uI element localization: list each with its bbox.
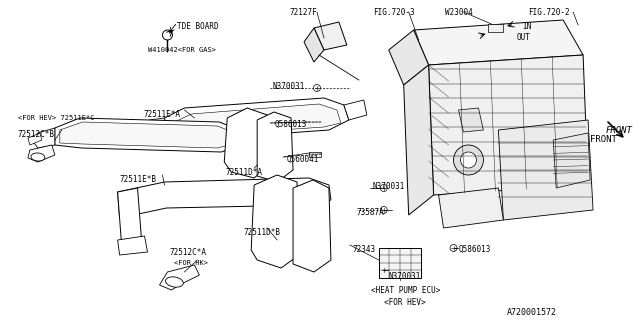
Text: 72511E*A: 72511E*A	[143, 110, 180, 119]
Polygon shape	[32, 128, 55, 148]
Circle shape	[380, 185, 387, 191]
Bar	[488, 24, 504, 32]
Text: Q586013: Q586013	[275, 120, 307, 129]
Circle shape	[461, 152, 476, 168]
Polygon shape	[159, 265, 199, 290]
Polygon shape	[148, 118, 168, 145]
Polygon shape	[175, 104, 341, 136]
Text: 72127F: 72127F	[289, 8, 317, 17]
Polygon shape	[304, 28, 324, 62]
Polygon shape	[429, 55, 588, 195]
Polygon shape	[404, 65, 433, 215]
Polygon shape	[28, 145, 55, 162]
Bar	[309, 120, 321, 125]
Polygon shape	[344, 100, 367, 120]
Polygon shape	[413, 20, 583, 65]
Circle shape	[380, 267, 387, 274]
Text: FRONT: FRONT	[606, 125, 633, 134]
Ellipse shape	[166, 277, 183, 287]
Bar	[309, 152, 321, 157]
Text: Q586013: Q586013	[458, 245, 491, 254]
Text: TDE BOARD: TDE BOARD	[177, 22, 219, 31]
Polygon shape	[118, 236, 148, 255]
Text: 72343: 72343	[353, 245, 376, 254]
Polygon shape	[224, 108, 269, 178]
Polygon shape	[293, 180, 331, 272]
Ellipse shape	[31, 153, 45, 161]
Text: OUT: OUT	[516, 33, 530, 42]
Text: 72511E*B: 72511E*B	[120, 175, 157, 184]
Text: N370031: N370031	[388, 272, 421, 281]
Polygon shape	[257, 112, 293, 182]
Text: 73587A: 73587A	[357, 208, 385, 217]
Circle shape	[454, 145, 483, 175]
Text: <FOR HEV> 72511E*C: <FOR HEV> 72511E*C	[18, 115, 95, 121]
Text: <FOR HK>: <FOR HK>	[175, 260, 209, 266]
Circle shape	[163, 30, 172, 40]
Polygon shape	[28, 133, 42, 145]
Text: FIG.720-3: FIG.720-3	[372, 8, 415, 17]
Polygon shape	[458, 108, 483, 132]
Circle shape	[450, 244, 457, 252]
Polygon shape	[60, 122, 237, 148]
Text: N370031: N370031	[272, 82, 305, 91]
Text: A720001572: A720001572	[506, 308, 556, 317]
Text: 72512C*B: 72512C*B	[18, 130, 55, 139]
Polygon shape	[553, 133, 590, 188]
Text: W410042<FOR GAS>: W410042<FOR GAS>	[148, 47, 216, 53]
Text: FRONT: FRONT	[590, 135, 617, 144]
Text: FIG.720-2: FIG.720-2	[528, 8, 570, 17]
Text: <FOR HEV>: <FOR HEV>	[384, 298, 426, 307]
Text: Q560041: Q560041	[287, 155, 319, 164]
Polygon shape	[388, 30, 429, 85]
Polygon shape	[55, 118, 241, 152]
Polygon shape	[164, 98, 349, 140]
Text: IN: IN	[522, 22, 532, 31]
Bar	[379, 248, 420, 278]
Polygon shape	[118, 178, 331, 218]
Text: 72512C*A: 72512C*A	[170, 248, 207, 257]
Text: W23004: W23004	[445, 8, 472, 17]
Polygon shape	[118, 188, 141, 245]
Circle shape	[380, 206, 387, 213]
Text: N370031: N370031	[372, 182, 405, 191]
Polygon shape	[314, 22, 347, 50]
Circle shape	[314, 84, 321, 92]
Text: <HEAT PUMP ECU>: <HEAT PUMP ECU>	[371, 286, 440, 295]
Polygon shape	[251, 175, 299, 268]
Text: 72511D*B: 72511D*B	[243, 228, 280, 237]
Polygon shape	[438, 188, 504, 228]
Text: 72511D*A: 72511D*A	[225, 168, 262, 177]
Polygon shape	[499, 120, 593, 220]
